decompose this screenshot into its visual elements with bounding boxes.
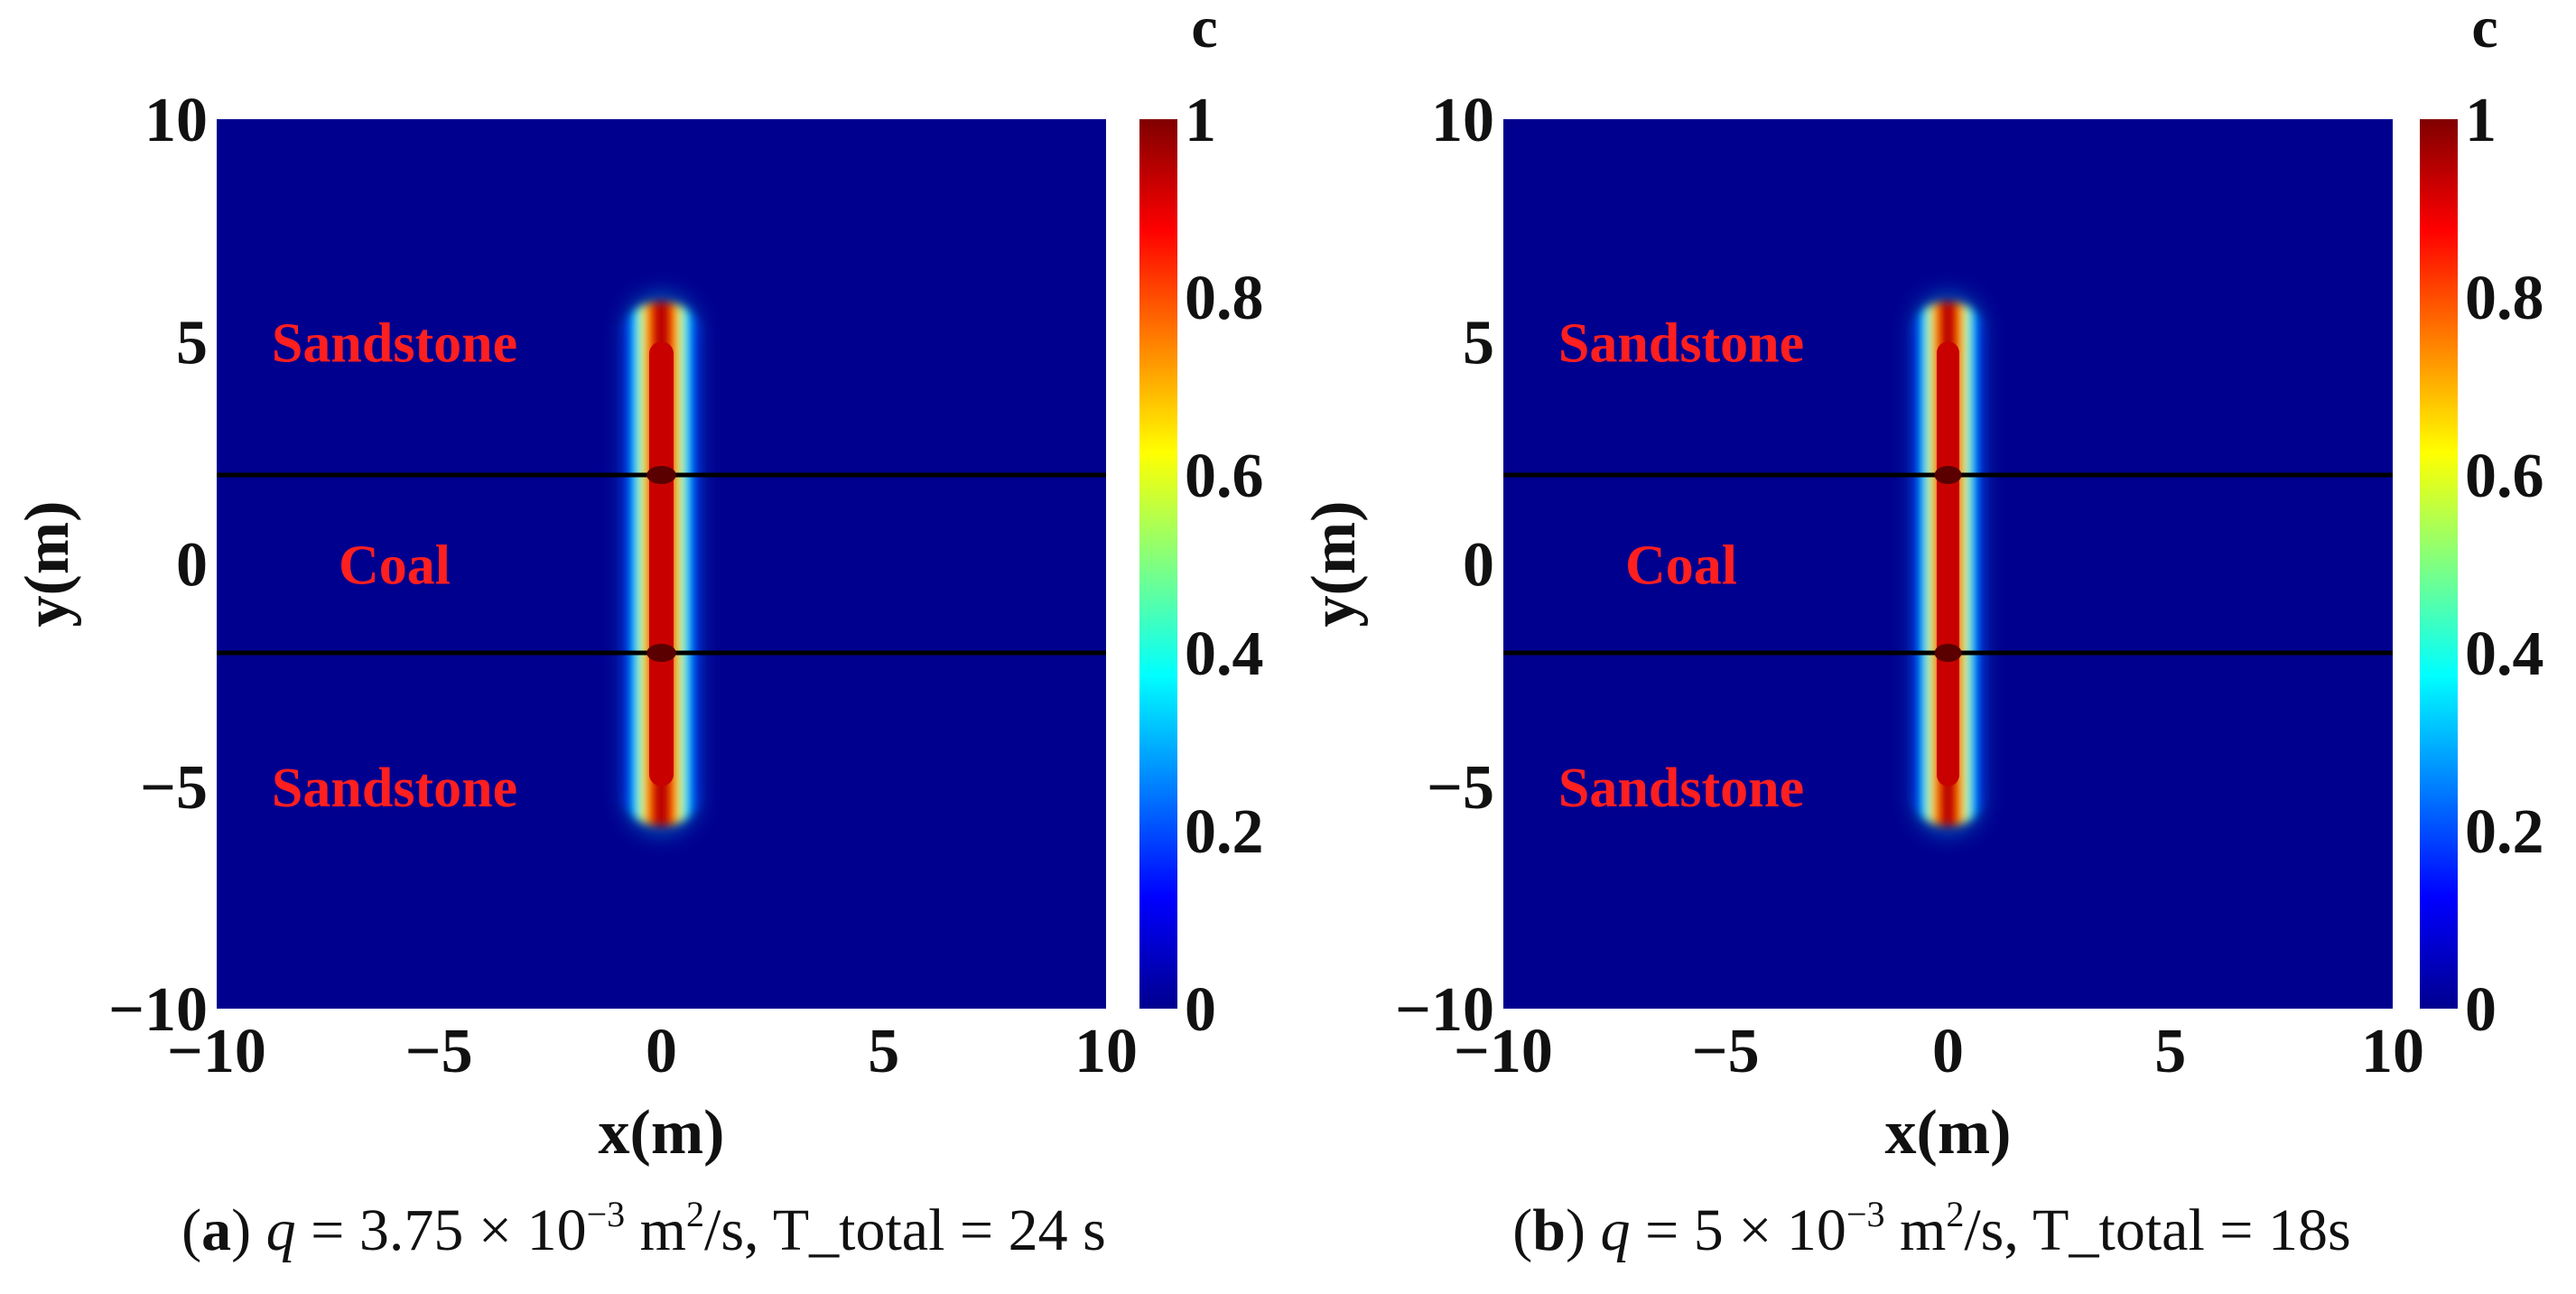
colorbar-tick-label: 0.4 [2465,619,2544,689]
caption-a-q-unit: m [625,1197,686,1263]
colorbar-title: c [2471,0,2497,61]
plume-core [648,341,674,787]
colorbar-tick-label: 0 [2465,975,2497,1045]
caption-a-q-value: = 3.75 × 10 [295,1197,587,1263]
colorbar [2420,119,2458,1009]
x-tick-label: −10 [167,1017,266,1086]
colorbar-tick-label: 0.8 [2465,264,2544,333]
x-tick-label: −5 [1692,1017,1760,1086]
y-tick-label: −5 [140,753,208,823]
caption-b-q-value: = 5 × 10 [1630,1197,1846,1263]
y-tick-label: 0 [176,531,208,600]
y-tick-label: −10 [108,975,208,1045]
x-tick-label: 5 [2154,1017,2186,1086]
caption-b-q-exponent: −3 [1846,1194,1885,1234]
caption-a-q-unit-exponent: 2 [685,1194,704,1234]
caption-b: (b) q = 5 × 10−3 m2/s, T_total = 18s [1512,1194,2351,1264]
y-tick-label: −5 [1427,753,1494,823]
colorbar-tick-label: 0.2 [1185,797,1264,867]
boundary-node-1 [1934,466,1962,484]
x-tick-label: 0 [1932,1017,1964,1086]
y-tick-label: 5 [176,308,208,377]
layer-label-sandstone: Sandstone [1558,758,1804,819]
layer-label-sandstone: Sandstone [272,312,517,374]
caption-a-q-exponent: −3 [586,1194,626,1234]
colorbar-tick-label: 0.6 [1185,442,1264,511]
x-tick-label: 0 [646,1017,677,1086]
colorbar-tick-label: 0.4 [1185,619,1264,689]
y-tick-label: 0 [1463,531,1494,600]
x-tick-label: 10 [2361,1017,2424,1086]
colorbar-tick-label: 0.8 [1185,264,1264,333]
colorbar-tick-label: 0.6 [2465,442,2544,511]
caption-a-rest: /s, T_total = 24 s [703,1197,1106,1263]
x-tick-label: −10 [1454,1017,1553,1086]
y-axis-label: y(m) [1299,501,1369,628]
y-tick-label: 10 [144,86,208,155]
caption-a-q-symbol: q [265,1197,296,1263]
layer-label-sandstone: Sandstone [272,758,517,819]
caption-b-rest: /s, T_total = 18s [1964,1197,2351,1263]
colorbar-tick-label: 1 [2465,86,2497,155]
x-tick-label: 5 [868,1017,899,1086]
layer-label-coal: Coal [339,535,451,597]
y-tick-label: −10 [1395,975,1494,1045]
colorbar [1139,119,1177,1009]
plume-core [1937,341,1959,787]
caption-b-q-unit: m [1884,1197,1947,1263]
boundary-node-1 [646,466,676,484]
caption-a-label: a [201,1197,232,1263]
y-tick-label: 5 [1463,308,1494,377]
colorbar-tick-label: 1 [1185,86,1216,155]
y-tick-label: 10 [1431,86,1494,155]
colorbar-tick-label: 0 [1185,975,1216,1045]
caption-a: (a) q = 3.75 × 10−3 m2/s, T_total = 24 s [181,1194,1106,1264]
caption-b-q-unit-exponent: 2 [1946,1194,1965,1234]
colorbar-title: c [1191,0,1217,61]
caption-b-q-symbol: q [1600,1197,1631,1263]
layer-label-sandstone: Sandstone [1558,312,1804,374]
layer-label-coal: Coal [1625,535,1737,597]
boundary-node-2 [646,644,676,662]
x-axis-label: x(m) [1885,1098,2012,1168]
x-axis-label: x(m) [599,1098,725,1168]
x-tick-label: 10 [1074,1017,1138,1086]
y-axis-label: y(m) [13,501,82,628]
caption-b-label: b [1532,1197,1566,1263]
colorbar-tick-label: 0.2 [2465,797,2544,867]
boundary-node-2 [1934,644,1962,662]
x-tick-label: −5 [405,1017,473,1086]
